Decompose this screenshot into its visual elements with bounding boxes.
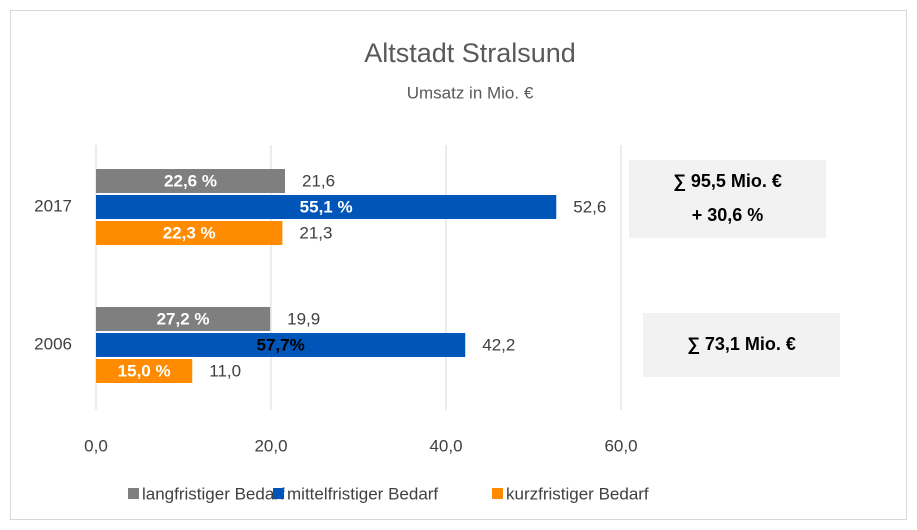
x-tick-label: 0,0 xyxy=(84,436,108,455)
annotation: ∑ 95,5 Mio. € xyxy=(673,171,782,191)
annotation: + 30,6 % xyxy=(692,205,764,225)
value-label: 21,6 xyxy=(302,171,335,190)
annotation-box xyxy=(629,160,826,238)
share-label: 22,6 % xyxy=(164,171,217,190)
share-label: 55,1 % xyxy=(300,197,353,216)
bar xyxy=(96,195,557,219)
chart-subtitle: Umsatz in Mio. € xyxy=(407,83,534,102)
share-label: 27,2 % xyxy=(157,309,210,328)
y-tick-label: 2006 xyxy=(34,334,72,353)
annotation-box xyxy=(643,313,840,377)
legend-swatch xyxy=(492,488,503,499)
legend-label: kurzfristiger Bedarf xyxy=(506,484,649,503)
chart-border xyxy=(10,10,907,520)
annotation: ∑ 73,1 Mio. € xyxy=(687,334,796,354)
bar xyxy=(96,169,285,193)
share-label: 15,0 % xyxy=(118,361,171,380)
value-label: 19,9 xyxy=(287,309,320,328)
legend-label: mittelfristiger Bedarf xyxy=(287,484,438,503)
value-label: 52,6 xyxy=(573,197,606,216)
y-tick-label: 2017 xyxy=(34,196,72,215)
share-label: 22,3 % xyxy=(163,223,216,242)
chart-title: Altstadt Stralsund xyxy=(364,38,576,68)
value-label: 42,2 xyxy=(482,335,515,354)
legend-swatch xyxy=(128,488,139,499)
x-tick-label: 60,0 xyxy=(604,436,637,455)
x-tick-label: 40,0 xyxy=(429,436,462,455)
x-tick-label: 20,0 xyxy=(254,436,287,455)
value-label: 21,3 xyxy=(299,223,332,242)
legend-swatch xyxy=(273,488,284,499)
legend-label: langfristiger Bedarf xyxy=(142,484,285,503)
bar xyxy=(96,307,271,331)
bar xyxy=(96,359,193,383)
bar xyxy=(96,221,283,245)
share-label: 57,7% xyxy=(257,335,305,354)
bar xyxy=(96,333,466,357)
value-label: 11,0 xyxy=(209,361,241,380)
